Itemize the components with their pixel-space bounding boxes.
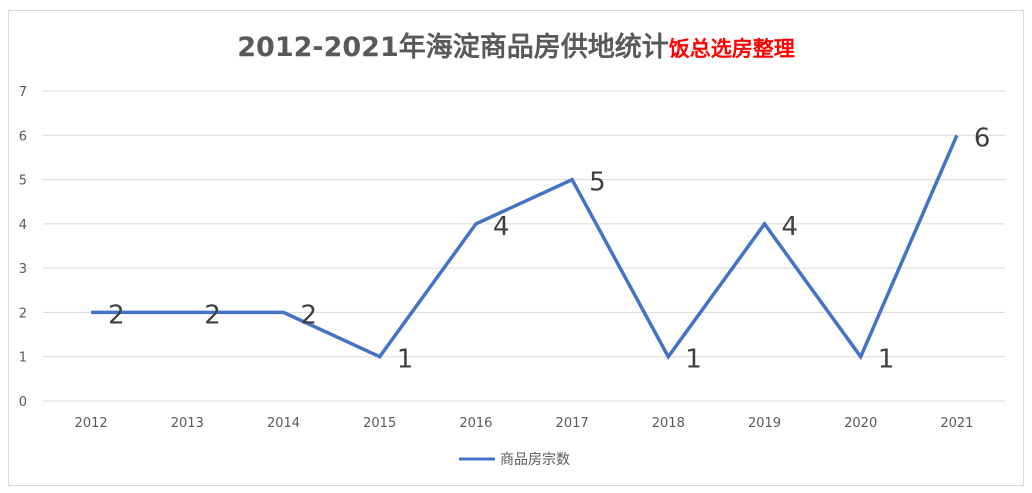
chart-subtitle: 饭总选房整理 (668, 37, 795, 61)
data-label: 2 (108, 300, 125, 330)
x-tick-label: 2016 (459, 416, 492, 431)
x-axis-ticks: 2012 2013 2014 2015 2016 2017 2018 2019 2020 2021 (75, 416, 974, 431)
y-tick-label: 6 (19, 129, 27, 144)
x-tick-label: 2014 (267, 416, 300, 431)
x-tick-label: 2015 (363, 416, 396, 431)
data-label: 1 (685, 345, 702, 375)
x-tick-label: 2012 (75, 416, 108, 431)
y-tick-label: 4 (19, 218, 27, 233)
data-label: 4 (493, 212, 510, 242)
y-tick-label: 3 (19, 262, 27, 277)
legend-label-series: 商品房宗数 (500, 452, 570, 468)
y-tick-label: 2 (19, 306, 27, 321)
x-tick-label: 2021 (940, 416, 973, 431)
x-tick-label: 2017 (556, 416, 589, 431)
series-line (91, 134, 959, 361)
y-tick-label: 5 (19, 174, 27, 189)
legend: 商品房宗数 (459, 452, 570, 468)
chart-title-wrap: 2012-2021年海淀商品房供地统计饭总选房整理 (0, 25, 1032, 64)
data-label: 5 (589, 168, 606, 198)
y-tick-label: 1 (19, 351, 27, 366)
data-label: 1 (878, 345, 895, 375)
x-tick-label: 2019 (748, 416, 781, 431)
y-axis-ticks: 0 1 2 3 4 5 6 7 (19, 85, 27, 410)
x-tick-label: 2018 (652, 416, 685, 431)
data-label: 1 (397, 345, 414, 375)
y-tick-label: 7 (19, 85, 27, 100)
x-tick-label: 2020 (844, 416, 877, 431)
data-label: 2 (204, 300, 221, 330)
data-labels: 2 2 2 1 4 5 1 4 1 6 (108, 123, 990, 374)
series-layer (91, 134, 959, 361)
y-tick-label: 0 (19, 395, 27, 410)
data-label: 2 (301, 300, 318, 330)
data-label: 6 (974, 123, 991, 153)
chart-title: 2012-2021年海淀商品房供地统计 (237, 32, 669, 63)
x-tick-label: 2013 (171, 416, 204, 431)
data-label: 4 (782, 212, 799, 242)
chart-frame (8, 10, 1024, 486)
